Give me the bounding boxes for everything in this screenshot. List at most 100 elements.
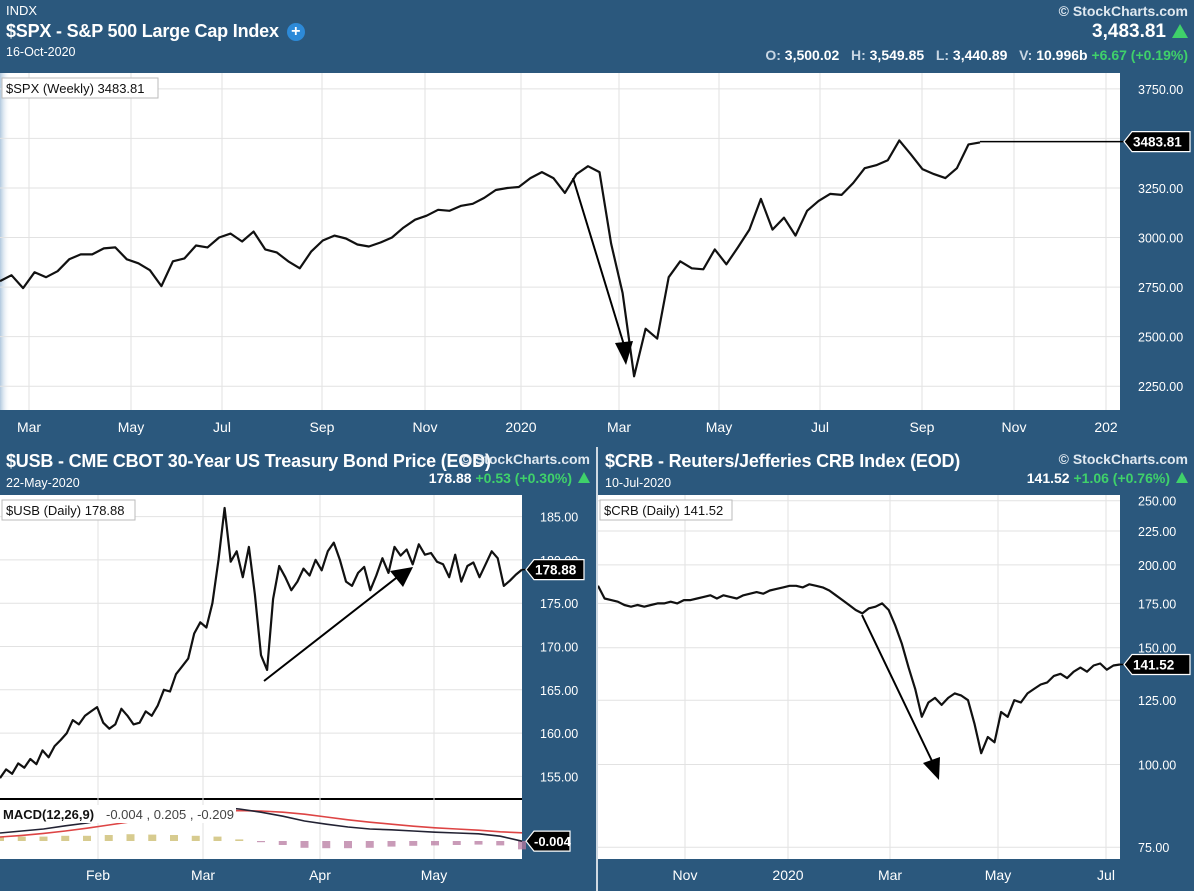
usb-last-row: 178.88 +0.53 (+0.30%)	[380, 470, 590, 486]
spx-change: +6.67 (+0.19%)	[1091, 47, 1188, 63]
macd-histogram-bar	[300, 841, 309, 848]
x-tick-label: Mar	[607, 419, 631, 435]
add-chart-icon[interactable]: +	[286, 23, 305, 41]
macd-histogram-bar	[322, 841, 331, 849]
y-tick-label: 100.00	[1138, 758, 1176, 772]
y-tick-label: 200.00	[1138, 559, 1176, 573]
x-tick-label: Sep	[310, 419, 335, 435]
y-tick-label: 125.00	[1138, 694, 1176, 708]
crb-last-tag: 141.52	[1120, 653, 1191, 676]
usb-macd-values: -0.004 , 0.205 , -0.209	[106, 807, 234, 822]
open-value: 3,500.02	[784, 47, 840, 63]
spx-exchange: INDX	[6, 3, 38, 18]
y-tick-label: 250.00	[1138, 495, 1176, 509]
spx-header: INDX $SPX - S&P 500 Large Cap Index + 16-…	[6, 3, 305, 59]
y-tick-label: 160.00	[540, 727, 578, 741]
y-tick-label: 3000.00	[1138, 232, 1183, 246]
y-tick-label: 3250.00	[1138, 182, 1183, 196]
up-arrow-icon	[1176, 472, 1188, 483]
x-tick-label: May	[118, 419, 144, 435]
crb-price-line	[598, 583, 1121, 755]
usb-title: $USB - CME CBOT 30-Year US Treasury Bond…	[6, 451, 491, 471]
spx-chart[interactable]: 2250.002500.002750.003000.003250.003500.…	[0, 73, 1194, 440]
usb-last-price: 178.88	[428, 470, 472, 486]
spx-last-tag: 3483.81	[980, 131, 1191, 153]
crb-change: +1.06 (+0.76%)	[1073, 470, 1170, 486]
x-tick-label: Jul	[1097, 867, 1115, 883]
macd-histogram-bar	[170, 835, 178, 841]
x-tick-label: May	[706, 419, 732, 435]
x-tick-label: 202	[1094, 419, 1118, 435]
panel-divider	[596, 447, 598, 891]
x-tick-label: 2020	[772, 867, 803, 883]
macd-histogram-bar	[0, 837, 4, 841]
macd-histogram-bar	[126, 834, 135, 841]
last-value-tag-box	[1123, 653, 1191, 676]
macd-histogram-bar	[278, 841, 287, 845]
crb-header: $CRB - Reuters/Jefferies CRB Index (EOD)…	[605, 451, 960, 490]
y-tick-label: 150.00	[1138, 642, 1176, 656]
macd-histogram-bar	[104, 835, 113, 841]
volume-label: V:	[1019, 47, 1033, 63]
crb-header-right: © StockCharts.com 141.52 +1.06 (+0.76%)	[1027, 451, 1188, 486]
x-tick-label: May	[421, 867, 447, 883]
macd-histogram-bar	[235, 839, 244, 841]
macd-tag-box	[525, 830, 571, 852]
spx-legend-text: $SPX (Weekly) 3483.81	[6, 81, 145, 96]
y-tick-label: 2250.00	[1138, 380, 1183, 394]
y-tick-label: 2500.00	[1138, 331, 1183, 345]
last-value-tag-text: 3483.81	[1133, 135, 1182, 150]
spx-title: $SPX - S&P 500 Large Cap Index	[6, 21, 279, 41]
spx-legend: $SPX (Weekly) 3483.81	[1, 77, 159, 99]
y-tick-label: 2750.00	[1138, 281, 1183, 295]
y-tick-label: 185.00	[540, 511, 578, 525]
x-tick-label: Mar	[17, 419, 41, 435]
spx-date: 16-Oct-2020	[6, 45, 76, 59]
macd-histogram-bar	[496, 841, 505, 846]
y-tick-label: 225.00	[1138, 525, 1176, 539]
high-label: H:	[850, 47, 866, 63]
usb-change: +0.53 (+0.30%)	[475, 470, 572, 486]
spx-last-price: 3,483.81	[1092, 21, 1166, 42]
high-value: 3,549.85	[869, 47, 925, 63]
macd-histogram-bar	[257, 841, 265, 843]
x-tick-label: Feb	[86, 867, 110, 883]
macd-histogram-bar	[452, 841, 461, 845]
usb-last-tag: 178.88	[522, 559, 585, 581]
usb-macd-label: MACD(12,26,9)	[3, 807, 94, 822]
macd-signal-line	[0, 809, 523, 838]
last-value-tag-text: 178.88	[535, 563, 577, 578]
y-tick-label: 175.00	[1138, 597, 1176, 611]
up-arrow-icon	[578, 472, 590, 483]
usb-macd-tag: -0.004	[525, 830, 572, 852]
macd-histogram-bar	[518, 841, 526, 850]
usb-uptrend-arrow	[263, 567, 413, 682]
macd-tag-text: -0.004	[534, 834, 572, 849]
x-tick-label: Nov	[1002, 419, 1027, 435]
volume-value: 10.996b	[1036, 47, 1088, 63]
usb-legend: $USB (Daily) 178.88	[1, 499, 136, 521]
x-tick-label: Nov	[413, 419, 438, 435]
spx-brand: © StockCharts.com	[1058, 3, 1188, 19]
x-tick-label: Apr	[309, 867, 331, 883]
usb-header-right: © StockCharts.com 178.88 +0.53 (+0.30%)	[380, 451, 590, 486]
usb-date: 22-May-2020	[6, 476, 80, 490]
crb-chart[interactable]: 75.00 100.00 125.00 150.00 175.00 200.00 225.0…	[598, 495, 1194, 891]
macd-histogram-bar	[431, 841, 439, 846]
y-tick-label: 3750.00	[1138, 83, 1183, 97]
crb-downtrend-arrow	[861, 614, 940, 780]
crb-title: $CRB - Reuters/Jefferies CRB Index (EOD)	[605, 451, 961, 471]
spx-left-shade	[0, 73, 10, 410]
usb-macd-legend: MACD(12,26,9) -0.004 , 0.205 , -0.209	[0, 805, 236, 823]
crb-last-row: 141.52 +1.06 (+0.76%)	[1027, 470, 1188, 486]
macd-histogram-bar	[148, 834, 157, 841]
crb-last-price: 141.52	[1026, 470, 1070, 486]
macd-histogram-bar	[39, 836, 48, 841]
macd-histogram-bar	[387, 841, 396, 847]
x-tick-label: Sep	[910, 419, 935, 435]
spx-downtrend-arrow	[572, 177, 633, 365]
macd-histogram-bar	[17, 836, 26, 841]
last-value-tag-box	[525, 559, 585, 581]
usb-chart[interactable]: 155.00160.00165.00170.00175.00180.00185.…	[0, 495, 597, 891]
y-tick-label: 175.00	[540, 597, 578, 611]
